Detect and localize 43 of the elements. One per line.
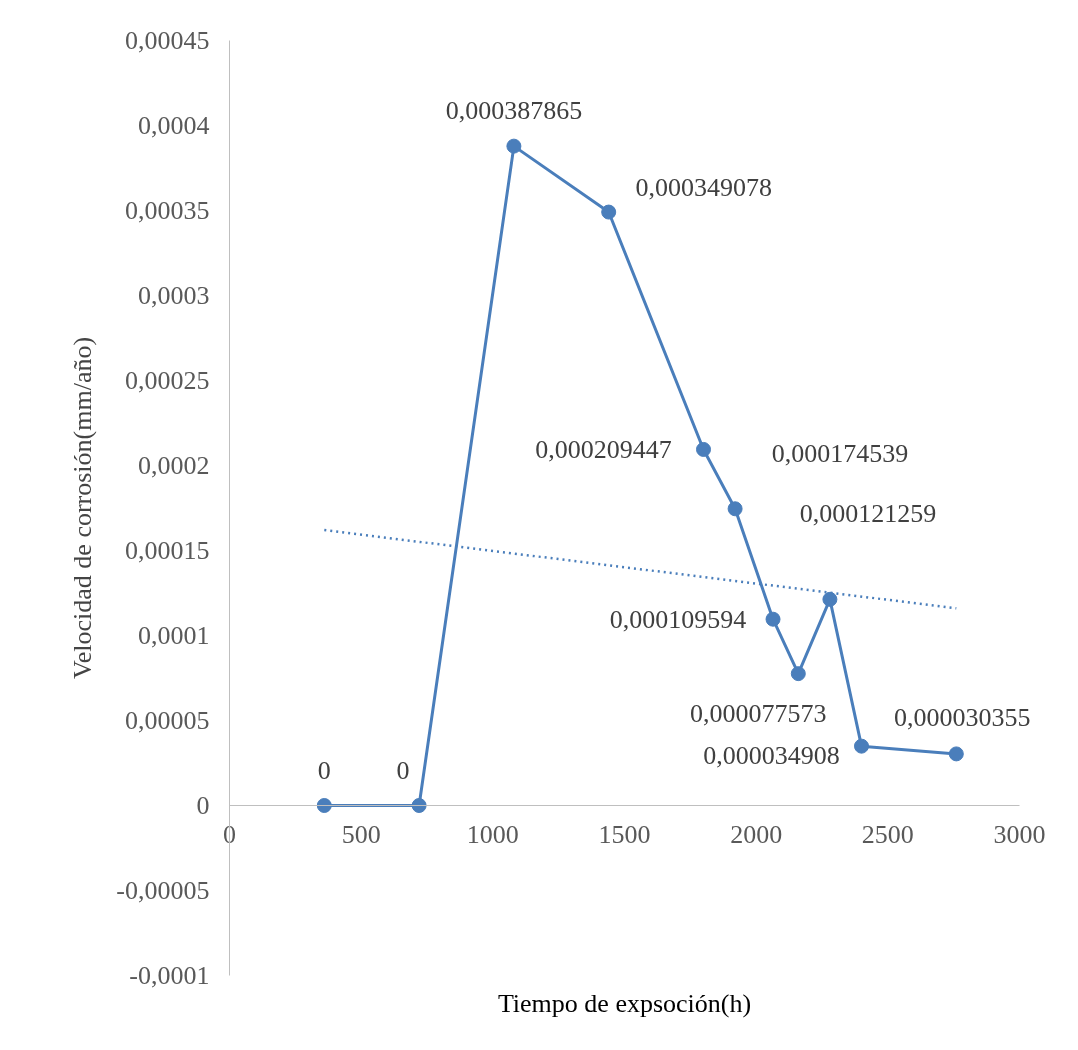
- y-tick-label: 0,0001: [138, 621, 210, 650]
- point: [948, 746, 964, 762]
- x-tick-label: 1500: [598, 819, 651, 849]
- x-tick-label: 0: [223, 819, 236, 849]
- point: [601, 204, 617, 220]
- data-label: 0,000349078: [635, 172, 772, 202]
- data-label: 0,000387865: [445, 95, 583, 125]
- data-label: 0,000121259: [799, 498, 937, 528]
- y-tick-label: -0,0001: [129, 961, 210, 990]
- y-tick-label: -0,00005: [116, 876, 210, 905]
- y-tick-label: 0,00005: [125, 706, 210, 735]
- y-tick-label: 0,0002: [138, 451, 210, 480]
- point: [790, 666, 806, 682]
- y-tick-label: 0,0004: [138, 111, 210, 140]
- x-tick-label: 500: [341, 819, 381, 849]
- x-tick-label: 2500: [861, 819, 914, 849]
- point: [411, 798, 427, 813]
- data-label: 0: [396, 756, 410, 785]
- y-tick-label: 0,00025: [125, 366, 210, 395]
- y-tick-label: 0: [196, 791, 210, 820]
- y-tick-label: 0,00015: [125, 536, 210, 565]
- data-label: 0,000109594: [609, 604, 747, 634]
- x-tick-label: 2000: [730, 819, 783, 849]
- point: [765, 611, 781, 627]
- y-axis-title: Velocidad de corrosión(mm/año): [68, 336, 98, 680]
- x-tick-label: 1000: [466, 819, 519, 849]
- point: [506, 138, 522, 154]
- y-tick-label: 0,00045: [125, 26, 210, 55]
- data-label: 0,000174539: [771, 439, 909, 469]
- data-label: 0,000077573: [690, 699, 827, 729]
- y-tick-label: 0,0003: [138, 281, 210, 310]
- data-label: 0: [317, 756, 331, 785]
- data-label: 0,000030355: [894, 703, 1031, 733]
- data-label: 0,000034908: [703, 740, 840, 770]
- point: [822, 591, 838, 607]
- point: [854, 738, 869, 754]
- point: [316, 798, 332, 813]
- y-tick-label: 0,00035: [125, 196, 210, 225]
- point: [696, 441, 711, 457]
- data-label: 0,000209447: [535, 434, 672, 464]
- x-tick-label: 3000: [993, 819, 1046, 849]
- x-axis-title: Tiempo de expsoción(h): [497, 989, 752, 1018]
- point: [727, 501, 743, 517]
